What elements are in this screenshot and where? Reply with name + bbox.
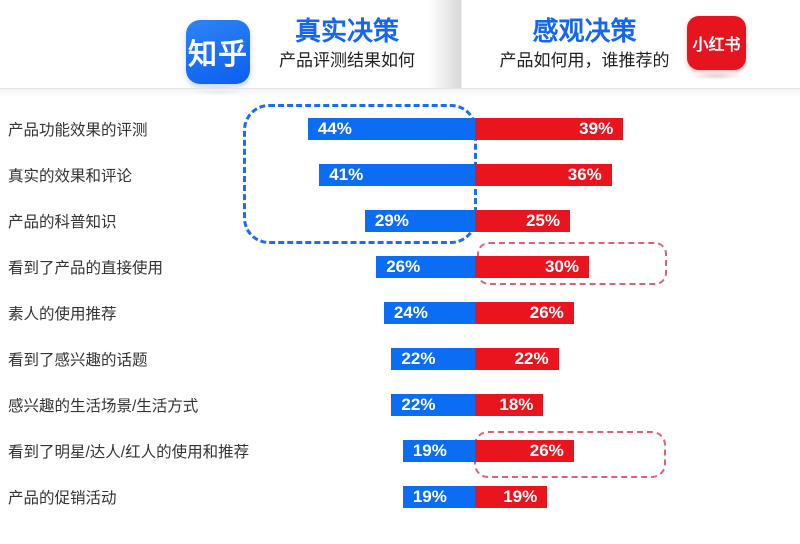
zhihu-bar: 22% <box>391 348 475 370</box>
zhihu-bar: 24% <box>383 302 475 324</box>
xiaohongshu-column-subtitle: 产品如何用，谁推荐的 <box>499 51 670 70</box>
zhihu-column-title: 真实决策 <box>294 16 399 46</box>
zhihu-bar: 19% <box>402 440 475 462</box>
header-divider-line <box>0 88 800 89</box>
xiaohongshu-bar: 18% <box>475 394 544 416</box>
xiaohongshu-column-title: 感观决策 <box>532 16 637 46</box>
category-label: 真实的效果和评论 <box>8 168 133 185</box>
xiaohongshu-bar: 39% <box>475 118 624 140</box>
chart-row: 看到了产品的直接使用 26% 30% <box>0 244 800 290</box>
chart-row: 看到了明星/达人/红人的使用和推荐 19% 26% <box>0 428 800 474</box>
xiaohongshu-bar: 26% <box>475 302 574 324</box>
xiaohongshu-bar: 30% <box>475 256 589 278</box>
chart-row: 产品的促销活动 19% 19% <box>0 474 800 520</box>
category-label: 看到了感兴趣的话题 <box>8 352 148 369</box>
zhihu-column-subtitle: 产品评测结果如何 <box>279 51 415 70</box>
chart-row: 真实的效果和评论 41% 36% <box>0 152 800 198</box>
zhihu-bar: 26% <box>376 256 475 278</box>
category-label: 产品功能效果的评测 <box>8 122 148 139</box>
xiaohongshu-bar: 26% <box>475 440 574 462</box>
zhihu-bar: 22% <box>391 394 475 416</box>
zhihu-bar: 29% <box>364 210 475 232</box>
category-label: 产品的科普知识 <box>8 214 117 231</box>
chart-row: 看到了感兴趣的话题 22% 22% <box>0 336 800 382</box>
chart-rows: 产品功能效果的评测 44% 39% 真实的效果和评论 41% 36% 产品的科普… <box>0 106 800 520</box>
header-vertical-divider <box>428 0 462 88</box>
xiaohongshu-bar: 22% <box>475 348 559 370</box>
category-label: 素人的使用推荐 <box>8 306 117 323</box>
zhihu-logo-icon: 知乎 <box>186 20 250 84</box>
chart-row: 产品的科普知识 29% 25% <box>0 198 800 244</box>
xiaohongshu-bar: 25% <box>475 210 570 232</box>
xiaohongshu-bar: 19% <box>475 486 548 508</box>
xiaohongshu-header-block: 感观决策 产品如何用，谁推荐的 <box>492 16 677 72</box>
header-shadow-band <box>0 89 800 97</box>
header: 知乎 真实决策 产品评测结果如何 感观决策 产品如何用，谁推荐的 小红书 <box>0 0 800 95</box>
xiaohongshu-bar: 36% <box>475 164 612 186</box>
category-label: 看到了明星/达人/红人的使用和推荐 <box>8 444 250 461</box>
xiaohongshu-logo-icon: 小红书 <box>687 16 746 70</box>
category-label: 感兴趣的生活场景/生活方式 <box>8 398 199 415</box>
zhihu-bar: 44% <box>307 118 475 140</box>
zhihu-bar: 41% <box>319 164 475 186</box>
chart-row: 产品功能效果的评测 44% 39% <box>0 106 800 152</box>
category-label: 看到了产品的直接使用 <box>8 260 164 277</box>
category-label: 产品的促销活动 <box>8 490 117 507</box>
chart-row: 感兴趣的生活场景/生活方式 22% 18% <box>0 382 800 428</box>
zhihu-header-block: 真实决策 产品评测结果如何 <box>267 16 427 72</box>
chart-row: 素人的使用推荐 24% 26% <box>0 290 800 336</box>
zhihu-bar: 19% <box>402 486 475 508</box>
xiaohongshu-logo-reflection <box>691 72 742 80</box>
